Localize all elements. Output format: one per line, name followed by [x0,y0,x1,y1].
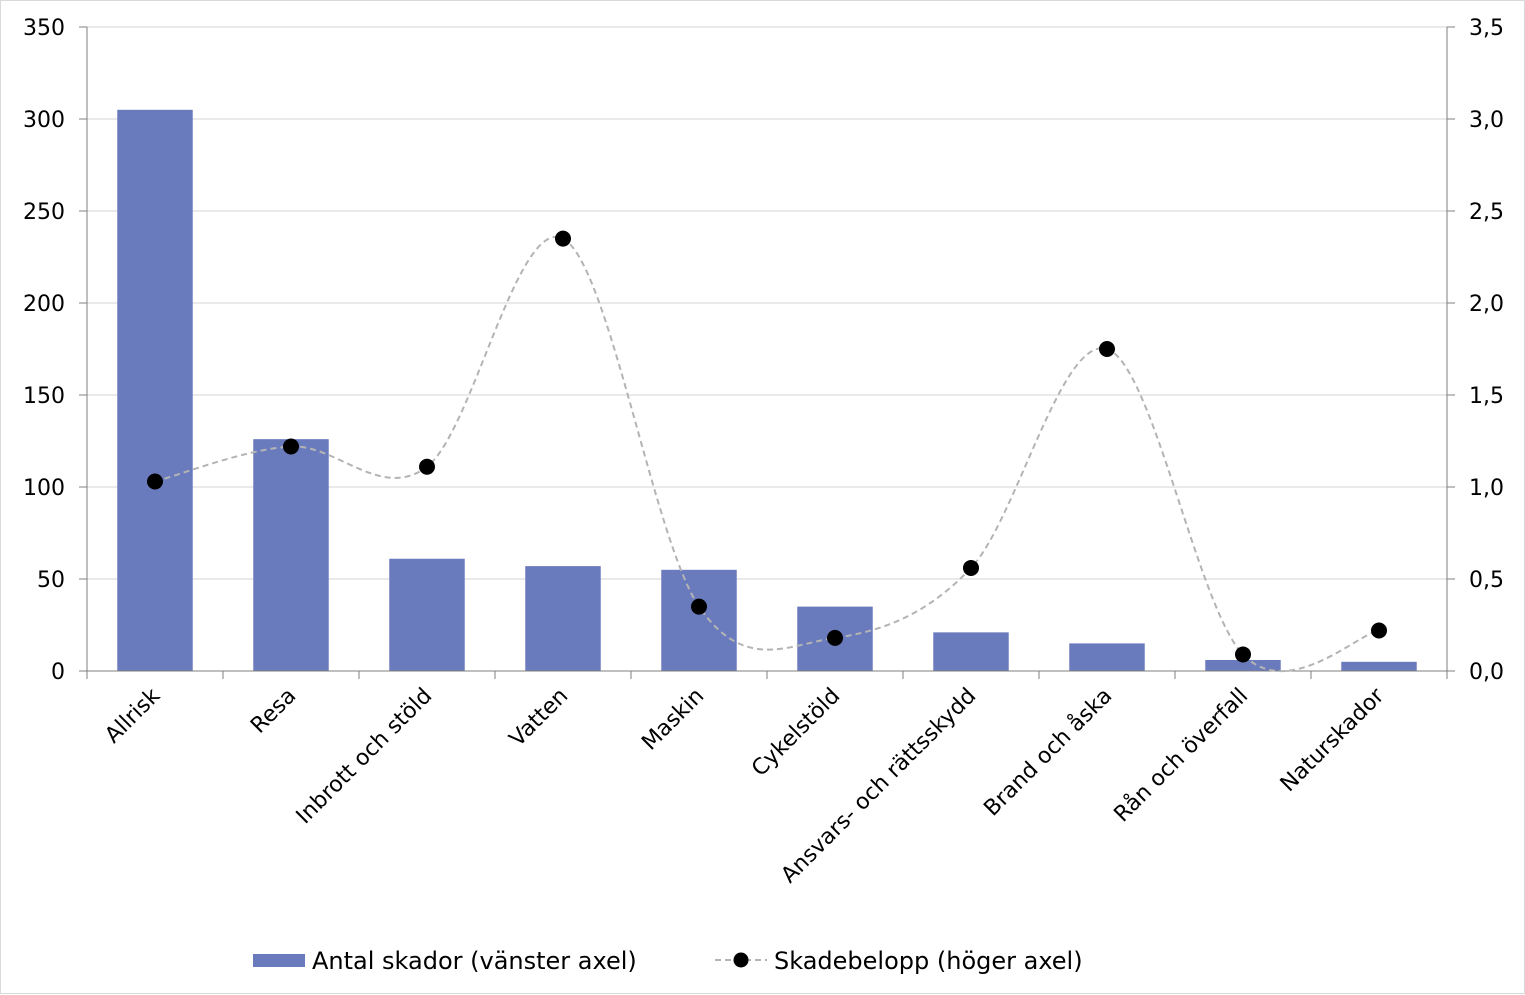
y-right-tick-label: 0,5 [1469,568,1504,593]
line-point [147,473,163,490]
y-left-tick-label: 300 [23,108,65,133]
y-right-tick-label: 3,5 [1469,16,1504,41]
line-point [1235,646,1251,663]
y-left-tick-label: 150 [23,384,65,409]
bar [253,439,329,671]
legend-bar-label: Antal skador (vänster axel) [312,947,637,975]
y-left-tick-label: 200 [23,292,65,317]
x-category-label: Resa [246,684,301,739]
bar [117,109,193,672]
y-left-tick-label: 350 [23,16,65,41]
x-category-label: Rån och överfall [1109,683,1253,827]
line-point [419,458,435,475]
axes [79,26,1455,679]
line-series [147,230,1387,672]
line-point [1099,341,1115,357]
legend-line-marker [733,952,749,968]
bar [1341,661,1417,671]
line-point [1371,622,1387,639]
bar-series [117,109,1417,672]
legend-line-label: Skadebelopp (höger axel) [774,947,1083,975]
x-category-label: Maskin [637,684,709,756]
y-left-tick-label: 250 [23,200,65,225]
y-left-tick-label: 100 [23,476,65,501]
bar [1069,643,1145,671]
line-point [691,598,707,615]
line-point [963,559,979,576]
y-right-tick-label: 0,0 [1469,660,1504,685]
axis-labels: 0 0,0 50 0,5 100 1,0 150 1,5 200 2,0 250 2,5 300 3,0 3… [23,16,1504,888]
y-right-tick-label: 1,0 [1469,476,1504,501]
line-point [555,230,571,247]
x-category-label: Vatten [505,684,573,752]
y-right-tick-label: 2,5 [1469,200,1504,225]
legend-bar-swatch [253,954,305,967]
bar [525,566,601,671]
bar [661,569,737,671]
line-point [283,438,299,455]
x-category-label: Naturskador [1276,683,1390,797]
x-category-label: Allrisk [100,683,165,748]
bar [389,558,465,671]
x-category-label: Inbrott och stöld [292,684,438,830]
y-left-tick-label: 50 [37,568,65,593]
bar [1205,659,1281,671]
bar [933,632,1009,671]
line-series-path [154,235,1380,672]
x-category-label: Brand och åska [979,683,1117,821]
x-category-label: Cykelstöld [747,684,845,782]
legend: Antal skador (vänster axel) Skadebelopp … [253,947,1083,975]
y-right-tick-label: 2,0 [1469,292,1504,317]
y-right-tick-label: 3,0 [1469,108,1504,133]
y-left-tick-label: 0 [51,660,65,685]
y-right-tick-label: 1,5 [1469,384,1504,409]
line-point [827,629,843,646]
